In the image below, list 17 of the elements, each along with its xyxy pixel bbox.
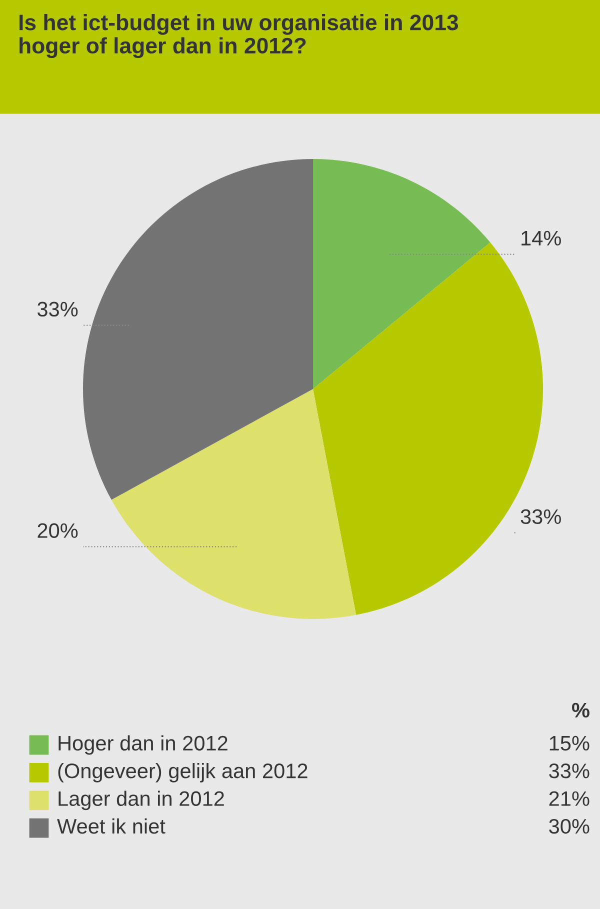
text: 15% (550, 736, 590, 751)
pie-slice (313, 159, 490, 389)
text: 33% (549, 764, 590, 778)
text: 30% (549, 818, 590, 834)
data-label: 20% (38, 523, 78, 538)
text: 21% (549, 791, 590, 806)
legend-label: Lager dan in 2012 (58, 790, 224, 810)
legend-label: Hoger dan in 2012 (58, 735, 228, 755)
data-label: 33% (520, 509, 561, 524)
chart-title: Is het ict-budget in uw organisatie in 2013 hoger of lager dan in 2012? (19, 14, 458, 58)
pie-slice (83, 159, 313, 500)
legend-label: Weet ik niet (57, 818, 166, 834)
text: % (572, 702, 590, 718)
pie-slice (111, 389, 356, 619)
data-label: 33% (38, 302, 78, 317)
legend-label: (Ongeveer) gelijk aan 2012 (58, 762, 308, 782)
data-label: 14% (522, 230, 561, 246)
